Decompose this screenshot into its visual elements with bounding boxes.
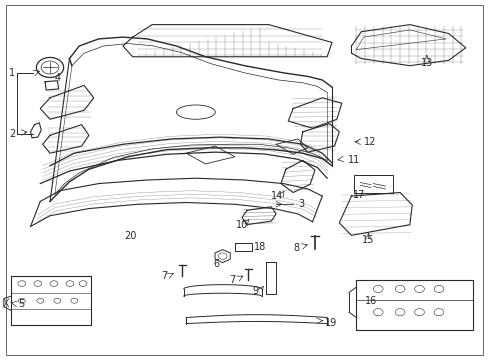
Text: 16: 16 — [364, 296, 376, 306]
FancyBboxPatch shape — [353, 175, 392, 193]
Text: 7: 7 — [229, 275, 235, 285]
Text: 2: 2 — [9, 129, 15, 139]
Text: 10: 10 — [236, 220, 248, 230]
Text: 13: 13 — [420, 58, 432, 68]
Text: 5: 5 — [18, 299, 24, 309]
Text: 8: 8 — [293, 243, 299, 253]
Text: 12: 12 — [363, 137, 375, 147]
Text: 14: 14 — [270, 192, 283, 202]
Text: 18: 18 — [253, 242, 265, 252]
Text: 11: 11 — [347, 155, 359, 165]
Text: 6: 6 — [213, 259, 219, 269]
Text: 9: 9 — [252, 286, 258, 296]
Text: 1: 1 — [9, 68, 15, 78]
Text: 3: 3 — [297, 199, 304, 209]
Text: 17: 17 — [352, 190, 364, 200]
Text: 20: 20 — [124, 231, 136, 242]
Text: 7: 7 — [161, 271, 167, 282]
Text: 15: 15 — [362, 235, 374, 245]
Text: 19: 19 — [324, 318, 337, 328]
Text: 4: 4 — [54, 73, 60, 83]
